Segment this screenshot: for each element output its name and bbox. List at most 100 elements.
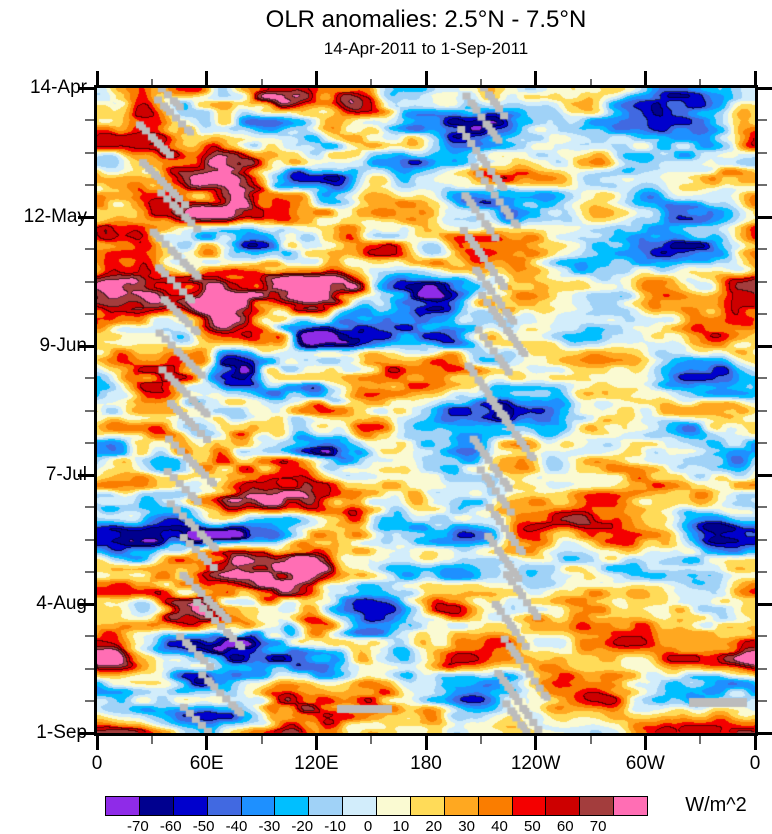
colorbar-tick-label: 30 xyxy=(458,818,475,834)
y-minor-tick-left xyxy=(85,280,94,283)
x-major-tick-bottom xyxy=(753,736,757,750)
x-major-tick-top xyxy=(424,71,428,85)
y-major-tick-right xyxy=(758,731,772,735)
y-minor-tick-left xyxy=(85,538,94,541)
y-minor-tick-right xyxy=(758,441,767,444)
x-axis-tick-label: 60E xyxy=(189,753,224,774)
x-minor-tick-bottom xyxy=(699,736,702,744)
y-axis-tick-label: 12-May xyxy=(23,206,87,227)
y-minor-tick-right xyxy=(758,183,767,186)
x-major-tick-top xyxy=(643,71,647,85)
hovmoller-field-canvas xyxy=(97,88,755,733)
x-major-tick-top xyxy=(95,71,99,85)
colorbar-tick-label: 50 xyxy=(524,818,541,834)
y-minor-tick-right xyxy=(758,312,767,315)
colorbar-cell xyxy=(240,796,276,816)
y-minor-tick-left xyxy=(85,377,94,380)
y-axis-tick-label: 7-Jul xyxy=(45,464,87,485)
x-major-tick-bottom xyxy=(424,736,428,750)
colorbar-cell xyxy=(443,796,479,816)
y-minor-tick-right xyxy=(758,377,767,380)
x-major-tick-bottom xyxy=(534,736,538,750)
x-minor-tick-bottom xyxy=(150,736,153,744)
y-major-tick-left xyxy=(78,215,94,219)
y-minor-tick-right xyxy=(758,570,767,573)
y-major-tick-left xyxy=(78,86,94,90)
colorbar-cell xyxy=(206,796,242,816)
x-minor-tick-top xyxy=(589,79,592,85)
colorbar-tick-label: 70 xyxy=(589,818,607,834)
y-minor-tick-right xyxy=(758,409,767,412)
plot-frame xyxy=(94,85,758,736)
y-minor-tick-right xyxy=(758,538,767,541)
colorbar-tick-label: -30 xyxy=(258,818,281,834)
x-major-tick-bottom xyxy=(643,736,647,750)
y-minor-tick-right xyxy=(758,280,767,283)
y-minor-tick-left xyxy=(85,635,94,638)
x-minor-tick-bottom xyxy=(589,736,592,744)
colorbar-tick-label: 10 xyxy=(392,818,410,834)
chart-subtitle: 14-Apr-2011 to 1-Sep-2011 xyxy=(323,39,529,58)
colorbar-cell xyxy=(274,796,310,816)
y-minor-tick-left xyxy=(85,506,94,509)
colorbar-cell xyxy=(579,796,615,816)
colorbar-unit-label: W/m^2 xyxy=(685,794,747,816)
x-major-tick-top xyxy=(205,71,209,85)
y-axis-tick-label: 9-Jun xyxy=(39,335,87,356)
colorbar-tick-label: -70 xyxy=(127,818,149,834)
y-minor-tick-left xyxy=(85,312,94,315)
y-major-tick-right xyxy=(758,473,772,477)
y-minor-tick-right xyxy=(758,506,767,509)
colorbar-cell xyxy=(511,796,547,816)
y-major-tick-left xyxy=(78,473,94,477)
colorbar-cell xyxy=(105,796,140,816)
y-minor-tick-right xyxy=(758,667,767,670)
y-minor-tick-left xyxy=(85,119,94,122)
colorbar-cell xyxy=(138,796,174,816)
y-major-tick-right xyxy=(758,86,772,90)
y-major-tick-left xyxy=(78,344,94,348)
x-major-tick-bottom xyxy=(314,736,318,750)
x-axis-tick-label: 60W xyxy=(625,753,665,774)
colorbar-tick-label: -40 xyxy=(225,818,248,834)
y-axis-tick-label: 4-Aug xyxy=(36,593,87,614)
colorbar-tick-label: -20 xyxy=(291,818,314,834)
x-minor-tick-top xyxy=(260,79,263,85)
y-minor-tick-left xyxy=(85,667,94,670)
x-major-tick-top xyxy=(534,71,538,85)
x-minor-tick-bottom xyxy=(479,736,482,744)
y-major-tick-left xyxy=(78,731,94,735)
y-minor-tick-right xyxy=(758,151,767,154)
y-major-tick-right xyxy=(758,602,772,606)
x-major-tick-bottom xyxy=(95,736,99,750)
y-minor-tick-left xyxy=(85,248,94,251)
y-minor-tick-left xyxy=(85,409,94,412)
x-axis-tick-label: 180 xyxy=(410,753,442,774)
x-minor-tick-bottom xyxy=(370,736,373,744)
x-major-tick-bottom xyxy=(205,736,209,750)
y-minor-tick-left xyxy=(85,183,94,186)
y-major-tick-right xyxy=(758,215,772,219)
x-axis-tick-label: 120E xyxy=(294,753,339,774)
chart-title: OLR anomalies: 2.5°N - 7.5°N xyxy=(265,6,587,33)
y-axis-tick-label: 14-Apr xyxy=(29,77,87,98)
x-minor-tick-bottom xyxy=(260,736,263,744)
y-minor-tick-left xyxy=(85,570,94,573)
colorbar-tick-label: 20 xyxy=(425,818,443,834)
colorbar-cell xyxy=(342,796,377,816)
colorbar-tick-label: -60 xyxy=(159,818,182,834)
x-axis-tick-label: 0 xyxy=(749,753,761,774)
y-axis-tick-label: 1-Sep xyxy=(36,722,87,743)
x-axis-tick-label: 0 xyxy=(91,753,103,774)
colorbar xyxy=(105,796,648,816)
x-major-tick-top xyxy=(753,71,757,85)
colorbar-cell xyxy=(308,796,344,816)
y-minor-tick-right xyxy=(758,119,767,122)
y-major-tick-right xyxy=(758,344,772,348)
colorbar-tick-label: 0 xyxy=(363,818,373,834)
y-minor-tick-right xyxy=(758,635,767,638)
x-minor-tick-top xyxy=(150,79,153,85)
x-major-tick-top xyxy=(314,71,318,85)
y-minor-tick-right xyxy=(758,699,767,702)
